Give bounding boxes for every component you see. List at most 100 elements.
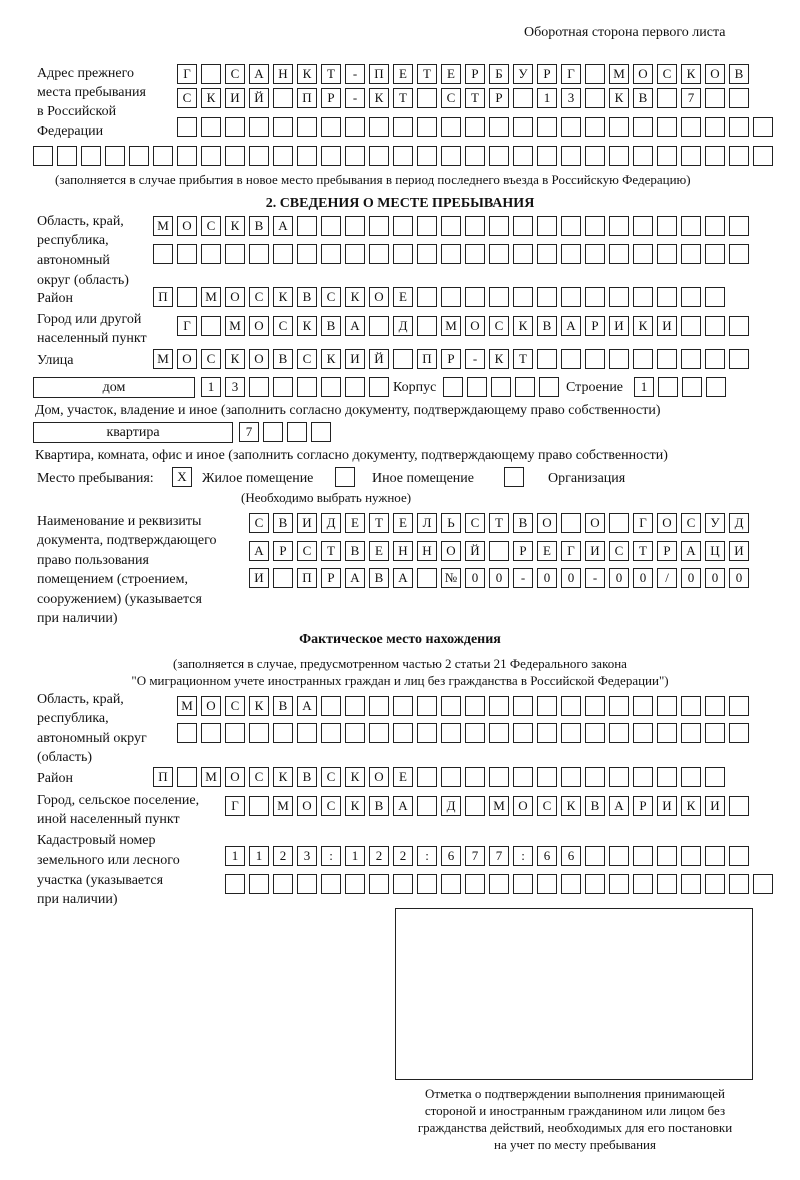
letter-cell[interactable] xyxy=(729,117,749,137)
letter-cell[interactable] xyxy=(369,696,389,716)
letter-cell[interactable] xyxy=(729,316,749,336)
letter-cell[interactable] xyxy=(585,244,605,264)
letter-cell[interactable] xyxy=(417,216,437,236)
letter-cell[interactable] xyxy=(729,696,749,716)
letter-cell[interactable]: К xyxy=(513,316,533,336)
letter-cell[interactable] xyxy=(513,244,533,264)
letter-cell[interactable] xyxy=(321,244,341,264)
letter-cell[interactable]: С xyxy=(201,216,221,236)
letter-cell[interactable] xyxy=(297,146,317,166)
letter-cell[interactable]: Е xyxy=(441,64,461,84)
letter-cell[interactable] xyxy=(201,146,221,166)
letter-cell[interactable] xyxy=(489,723,509,743)
letter-cell[interactable] xyxy=(729,723,749,743)
letter-cell[interactable] xyxy=(369,244,389,264)
letter-cell[interactable]: В xyxy=(297,767,317,787)
letter-cell[interactable] xyxy=(681,244,701,264)
letter-cell[interactable]: М xyxy=(225,316,245,336)
letter-cell[interactable] xyxy=(345,696,365,716)
letter-cell[interactable]: О xyxy=(369,767,389,787)
letter-cell[interactable]: Е xyxy=(537,541,557,561)
letter-cell[interactable]: В xyxy=(297,287,317,307)
letter-cell[interactable]: Г xyxy=(225,796,245,816)
letter-cell[interactable]: О xyxy=(177,349,197,369)
letter-cell[interactable] xyxy=(417,723,437,743)
letter-cell[interactable] xyxy=(657,349,677,369)
letter-cell[interactable]: Д xyxy=(441,796,461,816)
letter-cell[interactable]: А xyxy=(681,541,701,561)
letter-cell[interactable] xyxy=(729,88,749,108)
letter-cell[interactable] xyxy=(273,568,293,588)
letter-cell[interactable] xyxy=(297,723,317,743)
letter-cell[interactable]: Л xyxy=(417,513,437,533)
letter-cell[interactable] xyxy=(177,287,197,307)
letter-cell[interactable] xyxy=(417,568,437,588)
letter-cell[interactable]: П xyxy=(153,287,173,307)
letter-cell[interactable] xyxy=(273,723,293,743)
letter-cell[interactable]: Й xyxy=(249,88,269,108)
letter-cell[interactable]: О xyxy=(585,513,605,533)
letter-cell[interactable]: Н xyxy=(417,541,437,561)
letter-cell[interactable]: 7 xyxy=(489,846,509,866)
letter-cell[interactable] xyxy=(153,244,173,264)
letter-cell[interactable] xyxy=(489,146,509,166)
letter-cell[interactable] xyxy=(489,696,509,716)
letter-cell[interactable] xyxy=(321,146,341,166)
letter-cell[interactable] xyxy=(729,846,749,866)
letter-cell[interactable]: С xyxy=(657,64,677,84)
letter-cell[interactable] xyxy=(249,723,269,743)
letter-cell[interactable] xyxy=(585,696,605,716)
letter-cell[interactable]: О xyxy=(633,64,653,84)
letter-cell[interactable] xyxy=(561,216,581,236)
letter-cell[interactable]: И xyxy=(609,316,629,336)
letter-cell[interactable] xyxy=(273,244,293,264)
letter-cell[interactable] xyxy=(417,316,437,336)
letter-cell[interactable] xyxy=(633,244,653,264)
letter-cell[interactable]: О xyxy=(705,64,725,84)
letter-cell[interactable]: 6 xyxy=(537,846,557,866)
letter-cell[interactable] xyxy=(225,146,245,166)
letter-cell[interactable]: И xyxy=(249,568,269,588)
letter-cell[interactable]: М xyxy=(273,796,293,816)
letter-cell[interactable] xyxy=(153,146,173,166)
letter-cell[interactable]: Й xyxy=(465,541,485,561)
letter-cell[interactable] xyxy=(657,287,677,307)
letter-cell[interactable]: Р xyxy=(489,88,509,108)
letter-cell[interactable] xyxy=(585,117,605,137)
letter-cell[interactable] xyxy=(393,723,413,743)
letter-cell[interactable]: В xyxy=(345,541,365,561)
letter-cell[interactable] xyxy=(393,696,413,716)
letter-cell[interactable]: М xyxy=(153,216,173,236)
letter-cell[interactable]: К xyxy=(369,88,389,108)
letter-cell[interactable]: М xyxy=(201,287,221,307)
letter-cell[interactable]: - xyxy=(345,64,365,84)
letter-cell[interactable]: С xyxy=(321,287,341,307)
letter-cell[interactable] xyxy=(417,244,437,264)
letter-cell[interactable] xyxy=(609,244,629,264)
letter-cell[interactable]: 0 xyxy=(681,568,701,588)
letter-cell[interactable]: Р xyxy=(513,541,533,561)
letter-cell[interactable] xyxy=(297,377,317,397)
letter-cell[interactable] xyxy=(658,377,678,397)
letter-cell[interactable]: О xyxy=(369,287,389,307)
letter-cell[interactable]: В xyxy=(249,216,269,236)
letter-cell[interactable] xyxy=(537,874,557,894)
letter-cell[interactable] xyxy=(537,244,557,264)
letter-cell[interactable]: И xyxy=(729,541,749,561)
letter-cell[interactable] xyxy=(393,244,413,264)
letter-cell[interactable] xyxy=(513,874,533,894)
letter-cell[interactable] xyxy=(657,244,677,264)
letter-cell[interactable] xyxy=(177,117,197,137)
letter-cell[interactable] xyxy=(321,117,341,137)
letter-cell[interactable]: 0 xyxy=(729,568,749,588)
letter-cell[interactable] xyxy=(633,216,653,236)
letter-cell[interactable] xyxy=(273,117,293,137)
letter-cell[interactable]: Р xyxy=(441,349,461,369)
letter-cell[interactable]: В xyxy=(729,64,749,84)
letter-cell[interactable] xyxy=(753,146,773,166)
letter-cell[interactable]: К xyxy=(249,696,269,716)
letter-cell[interactable] xyxy=(537,349,557,369)
flat-type-field[interactable]: квартира xyxy=(33,422,233,443)
letter-cell[interactable]: П xyxy=(153,767,173,787)
letter-cell[interactable] xyxy=(321,696,341,716)
